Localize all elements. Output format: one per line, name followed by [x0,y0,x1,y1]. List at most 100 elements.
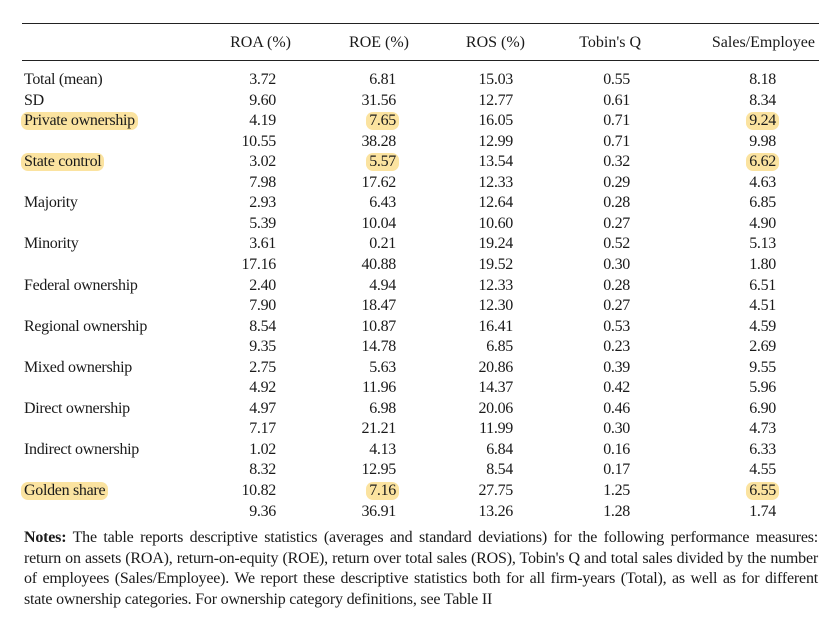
table-notes: Notes: The table reports descriptive sta… [24,528,818,610]
cell-value: 4.55 [749,461,776,479]
table-row: Majority 2.93 6.43 12.64 0.28 6.85 [0,194,827,215]
cell-value: 1.25 [603,482,630,499]
table-row: Minority 3.61 0.21 19.24 0.52 5.13 [0,235,827,256]
table-row: 7.17 21.21 11.99 0.30 4.73 [0,420,827,441]
cell-value: 19.24 [478,235,513,253]
cell-value: 38.28 [361,132,396,150]
cell-value: 7.90 [249,297,276,315]
cell-value: 6.90 [749,399,776,417]
cell-value: 0.46 [603,399,630,417]
cell-value: 10.04 [361,214,396,232]
cell-value: 7.65 [366,112,399,131]
cell-value: 6.43 [369,194,396,212]
cell-value: 5.63 [369,358,396,376]
cell-value: 11.99 [479,420,513,438]
cell-value: 2.93 [249,194,276,212]
cell-value: 5.13 [749,235,776,253]
cell-value: 8.34 [749,91,776,109]
cell-value: 9.98 [749,132,776,150]
cell-value: 6.85 [749,194,776,212]
table-row: Total (mean) 3.72 6.81 15.03 0.55 8.18 [0,71,827,92]
cell-value: 9.55 [749,358,776,376]
cell-value: 1.28 [603,502,630,520]
cell-value: 14.78 [361,338,396,356]
cell-value: 4.59 [749,317,776,335]
cell-value: 15.03 [478,71,513,88]
row-label: State control [21,153,105,172]
cell-value: 1.74 [749,502,776,520]
cell-value: 2.75 [249,358,276,376]
table-row: SD 9.60 31.56 12.77 0.61 8.34 [0,92,827,113]
cell-value: 9.36 [249,502,276,520]
cell-value: 0.16 [603,440,630,458]
cell-value: 0.29 [603,173,630,191]
cell-value: 5.57 [366,153,399,172]
table-row: Federal ownership 2.40 4.94 12.33 0.28 6.51 [0,277,827,298]
table-row: 9.36 36.91 13.26 1.28 1.74 [0,503,827,524]
cell-value: 14.37 [478,379,513,397]
table-row: 7.98 17.62 12.33 0.29 4.63 [0,174,827,195]
row-label: Regional ownership [24,317,148,335]
cell-value: 0.23 [603,338,630,356]
table-row: Mixed ownership 2.75 5.63 20.86 0.39 9.55 [0,359,827,380]
table-row: Direct ownership 4.97 6.98 20.06 0.46 6.90 [0,400,827,421]
cell-value: 4.63 [749,173,776,191]
cell-value: 12.64 [478,194,513,212]
cell-value: 1.02 [249,440,276,458]
table-row: Private ownership 4.19 7.65 16.05 0.71 9.24 [0,112,827,133]
cell-value: 7.17 [249,420,276,438]
cell-value: 16.41 [478,317,513,335]
cell-value: 5.96 [749,379,776,397]
cell-value: 12.30 [478,297,513,315]
cell-value: 9.24 [746,112,779,131]
cell-value: 11.96 [362,379,396,397]
table-row: State control 3.02 5.57 13.54 0.32 6.62 [0,153,827,174]
row-label: Federal ownership [24,276,138,294]
cell-value: 2.40 [249,276,276,294]
table-row: Golden share 10.82 7.16 27.75 1.25 6.55 [0,482,827,503]
cell-value: 17.16 [241,255,276,273]
cell-value: 8.54 [486,461,513,479]
cell-value: 10.60 [478,214,513,232]
table-row: 9.35 14.78 6.85 0.23 2.69 [0,338,827,359]
cell-value: 27.75 [478,482,513,499]
cell-value: 0.71 [603,112,630,130]
cell-value: 6.85 [486,338,513,356]
header-rule [22,60,819,61]
cell-value: 4.13 [369,440,396,458]
cell-value: 6.98 [369,399,396,417]
cell-value: 17.62 [361,173,396,191]
cell-value: 4.94 [369,276,396,294]
row-label: Total (mean) [24,71,103,88]
cell-value: 6.81 [369,71,396,88]
cell-value: 0.27 [603,214,630,232]
table-row: 17.16 40.88 19.52 0.30 1.80 [0,256,827,277]
cell-value: 9.35 [249,338,276,356]
cell-value: 6.51 [749,276,776,294]
cell-value: 12.99 [478,132,513,150]
cell-value: 20.06 [478,399,513,417]
cell-value: 0.55 [603,71,630,88]
table-row: Regional ownership 8.54 10.87 16.41 0.53 4.59 [0,318,827,339]
row-label: Indirect ownership [24,440,140,458]
table-row: 10.55 38.28 12.99 0.71 9.98 [0,133,827,154]
cell-value: 21.21 [361,420,396,438]
cell-value: 0.30 [603,255,630,273]
cell-value: 13.26 [478,502,513,520]
cell-value: 4.92 [249,379,276,397]
header-ros: ROS (%) [465,34,525,51]
header-roa: ROA (%) [230,34,291,51]
cell-value: 40.88 [361,255,396,273]
cell-value: 4.90 [749,214,776,232]
table-row: 5.39 10.04 10.60 0.27 4.90 [0,215,827,236]
cell-value: 7.16 [366,482,399,500]
cell-value: 3.72 [249,71,276,88]
cell-value: 0.21 [369,235,396,253]
row-label: Direct ownership [24,399,130,417]
cell-value: 8.32 [249,461,276,479]
header-tobins-q: Tobin's Q [579,34,641,51]
table-row: Indirect ownership 1.02 4.13 6.84 0.16 6.33 [0,441,827,462]
cell-value: 6.55 [746,482,779,500]
row-label: Golden share [21,482,109,500]
row-label: Majority [24,194,78,212]
